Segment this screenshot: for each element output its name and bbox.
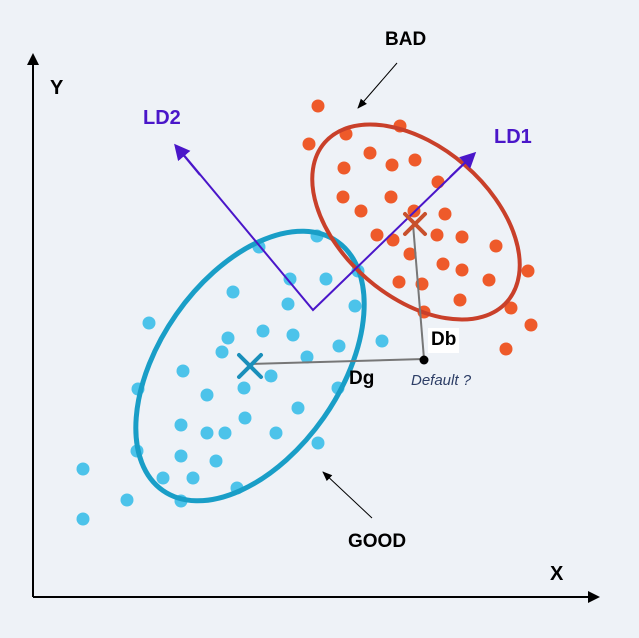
good-point	[76, 512, 90, 526]
good-point	[319, 272, 333, 286]
bad-point	[455, 230, 469, 244]
bad-point	[436, 257, 450, 271]
good-point	[332, 339, 346, 353]
db-distance-line	[412, 223, 425, 360]
good-point	[256, 324, 270, 338]
bad-point	[363, 146, 377, 160]
good-point	[156, 471, 170, 485]
bad-point	[386, 233, 400, 247]
good-point	[209, 454, 223, 468]
bad-point	[524, 318, 538, 332]
bad-point	[438, 207, 452, 221]
good-point	[238, 411, 252, 425]
good-point	[218, 426, 232, 440]
bad-point	[370, 228, 384, 242]
bad-centroid-x-icon	[403, 212, 427, 236]
bad-point	[455, 263, 469, 277]
good-point	[348, 299, 362, 313]
bad-point	[489, 239, 503, 253]
dg-distance-line	[249, 358, 425, 365]
good-point	[281, 297, 295, 311]
default-point-dot-icon	[419, 355, 429, 365]
good-point	[215, 345, 229, 359]
good-label: GOOD	[348, 531, 407, 552]
bad-label: BAD	[385, 29, 427, 50]
good-point	[221, 331, 235, 345]
bad-pointer-arrow	[357, 62, 398, 109]
good-point	[311, 436, 325, 450]
good-point	[286, 328, 300, 342]
good-points	[76, 229, 389, 526]
good-point	[226, 285, 240, 299]
good-point	[176, 364, 190, 378]
good-ellipse	[133, 228, 367, 504]
bad-point	[302, 137, 316, 151]
bad-point	[504, 301, 518, 315]
good-point	[200, 388, 214, 402]
ld2-arrow	[174, 143, 201, 176]
bad-point	[337, 161, 351, 175]
good-point	[174, 449, 188, 463]
bad-point	[311, 99, 325, 113]
good-point	[120, 493, 134, 507]
bad-point	[384, 190, 398, 204]
good-point	[269, 426, 283, 440]
x-axis-label: X	[550, 563, 564, 585]
good-point	[142, 316, 156, 330]
ld2-label: LD2	[143, 107, 181, 129]
bad-point	[354, 204, 368, 218]
good-point	[291, 401, 305, 415]
good-point	[375, 334, 389, 348]
good-point	[300, 350, 314, 364]
good-point	[76, 462, 90, 476]
bad-point	[336, 190, 350, 204]
bad-point	[431, 175, 445, 189]
good-point	[264, 369, 278, 383]
bad-point	[385, 158, 399, 172]
default-label: Default ?	[411, 372, 472, 389]
y-axis-label: Y	[50, 77, 64, 99]
bad-point	[453, 293, 467, 307]
good-point	[174, 418, 188, 432]
good-point	[200, 426, 214, 440]
good-centroid-x-icon	[237, 353, 263, 379]
ld-arrows	[177, 147, 473, 312]
bad-point	[430, 228, 444, 242]
good-point	[283, 272, 297, 286]
dg-label: Dg	[349, 368, 375, 389]
bad-point	[403, 247, 417, 261]
good-point	[186, 471, 200, 485]
good-pointer-arrow	[322, 471, 373, 519]
bad-point	[482, 273, 496, 287]
bad-point	[499, 342, 513, 356]
ld1-arrow	[449, 151, 477, 178]
bad-point	[521, 264, 535, 278]
ld1-label: LD1	[494, 126, 532, 148]
good-point	[237, 381, 251, 395]
db-label: Db	[428, 328, 460, 353]
bad-point	[408, 153, 422, 167]
bad-point	[392, 275, 406, 289]
